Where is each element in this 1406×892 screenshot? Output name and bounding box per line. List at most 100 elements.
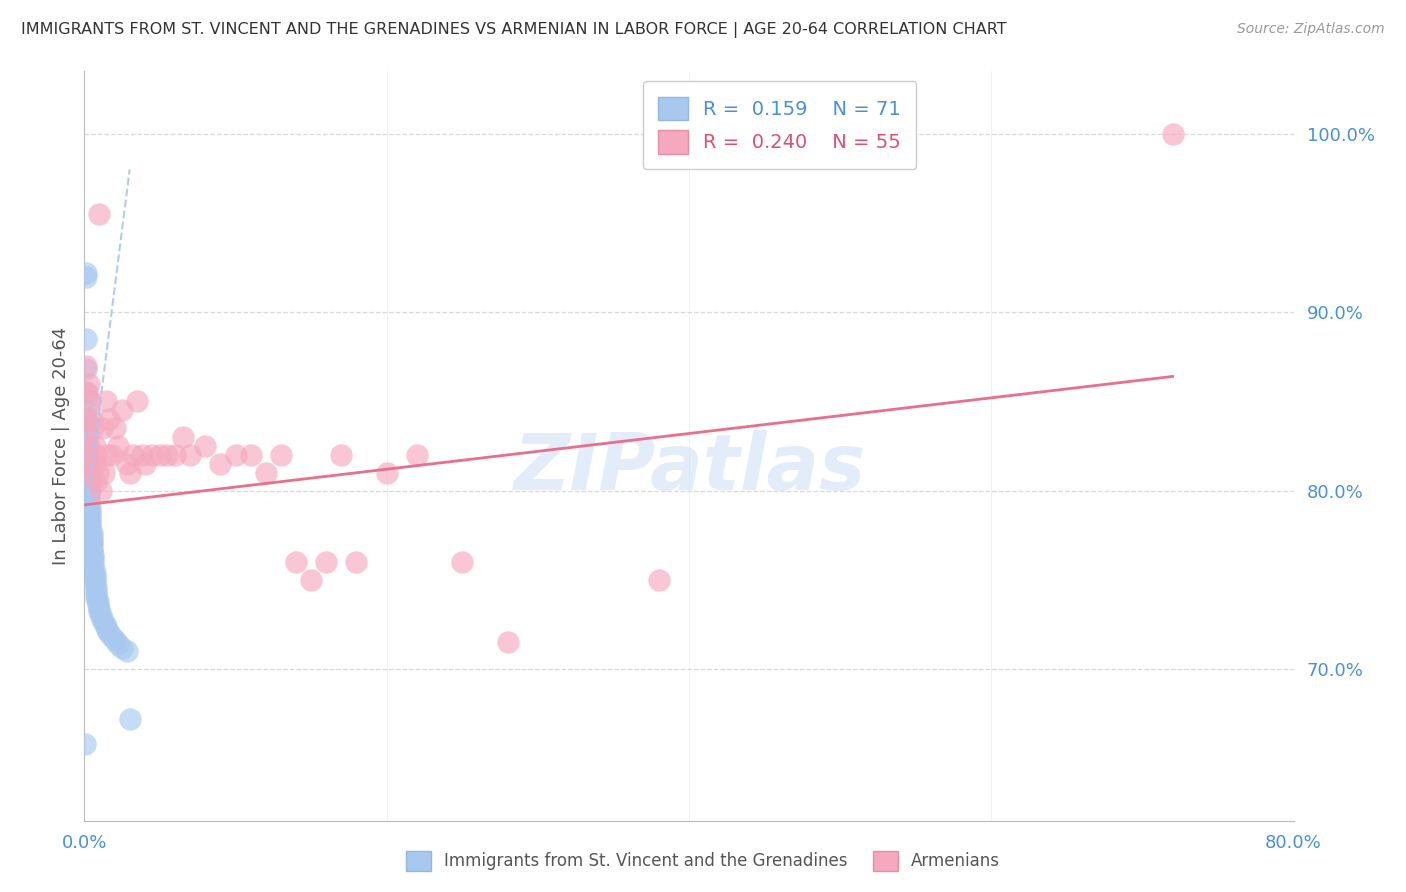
Point	[111, 403, 134, 417]
Point	[165, 448, 187, 462]
Point	[80, 537, 103, 551]
Point	[194, 439, 217, 453]
Point	[107, 637, 129, 651]
Point	[86, 591, 108, 605]
Point	[76, 457, 98, 471]
Point	[84, 439, 107, 453]
Point	[209, 457, 232, 471]
Point	[87, 598, 110, 612]
Point	[127, 394, 149, 409]
Point	[86, 475, 108, 489]
Point	[90, 608, 112, 623]
Point	[76, 439, 98, 453]
Point	[75, 266, 97, 280]
Point	[76, 426, 98, 441]
Point	[79, 501, 101, 516]
Legend: Immigrants from St. Vincent and the Grenadines, Armenians: Immigrants from St. Vincent and the Gren…	[398, 842, 1008, 880]
Point	[104, 421, 127, 435]
Point	[104, 633, 127, 648]
Legend: R =  0.159    N = 71, R =  0.240    N = 55: R = 0.159 N = 71, R = 0.240 N = 55	[643, 81, 917, 169]
Point	[77, 494, 100, 508]
Point	[80, 541, 103, 555]
Point	[75, 737, 97, 751]
Point	[84, 576, 107, 591]
Point	[80, 544, 103, 558]
Point	[107, 439, 129, 453]
Point	[451, 555, 474, 569]
Point	[299, 573, 322, 587]
Point	[90, 483, 112, 498]
Point	[134, 457, 156, 471]
Point	[75, 362, 97, 376]
Point	[77, 473, 100, 487]
Point	[149, 448, 172, 462]
Point	[89, 207, 111, 221]
Point	[346, 555, 368, 569]
Point	[97, 626, 120, 640]
Point	[648, 573, 671, 587]
Point	[77, 487, 100, 501]
Point	[375, 466, 398, 480]
Text: Source: ZipAtlas.com: Source: ZipAtlas.com	[1237, 22, 1385, 37]
Text: ZIPatlas: ZIPatlas	[513, 431, 865, 507]
Point	[79, 508, 101, 523]
Point	[1161, 127, 1184, 141]
Point	[76, 421, 98, 435]
Point	[82, 562, 104, 576]
Point	[75, 269, 97, 284]
Point	[285, 555, 308, 569]
Point	[254, 466, 277, 480]
Point	[80, 530, 103, 544]
Point	[100, 448, 122, 462]
Point	[118, 712, 141, 726]
Point	[82, 551, 104, 566]
Point	[239, 448, 262, 462]
Point	[86, 583, 108, 598]
Point	[89, 605, 111, 619]
Point	[330, 448, 353, 462]
Point	[91, 612, 114, 626]
Point	[75, 412, 97, 426]
Point	[76, 434, 98, 448]
Point	[84, 566, 107, 580]
Point	[89, 601, 111, 615]
Point	[84, 569, 107, 583]
Point	[82, 421, 104, 435]
Point	[225, 448, 247, 462]
Point	[406, 448, 429, 462]
Point	[77, 491, 100, 505]
Y-axis label: In Labor Force | Age 20-64: In Labor Force | Age 20-64	[52, 326, 70, 566]
Point	[315, 555, 337, 569]
Point	[131, 448, 153, 462]
Point	[75, 332, 97, 346]
Point	[77, 466, 100, 480]
Point	[77, 483, 100, 498]
Point	[76, 412, 98, 426]
Point	[76, 451, 98, 466]
Point	[179, 448, 201, 462]
Point	[87, 594, 110, 608]
Point	[75, 359, 97, 373]
Point	[94, 394, 117, 409]
Point	[79, 394, 101, 409]
Point	[79, 505, 101, 519]
Point	[79, 523, 101, 537]
Point	[84, 457, 107, 471]
Point	[76, 444, 98, 458]
Point	[82, 548, 104, 562]
Text: IMMIGRANTS FROM ST. VINCENT AND THE GRENADINES VS ARMENIAN IN LABOR FORCE | AGE : IMMIGRANTS FROM ST. VINCENT AND THE GREN…	[21, 22, 1007, 38]
Point	[77, 480, 100, 494]
Point	[79, 512, 101, 526]
Point	[100, 630, 122, 644]
Point	[97, 412, 120, 426]
Point	[84, 573, 107, 587]
Point	[115, 457, 138, 471]
Point	[91, 421, 114, 435]
Point	[87, 466, 110, 480]
Point	[115, 644, 138, 658]
Point	[79, 519, 101, 533]
Point	[76, 462, 98, 476]
Point	[270, 448, 292, 462]
Point	[96, 623, 118, 637]
Point	[75, 416, 97, 430]
